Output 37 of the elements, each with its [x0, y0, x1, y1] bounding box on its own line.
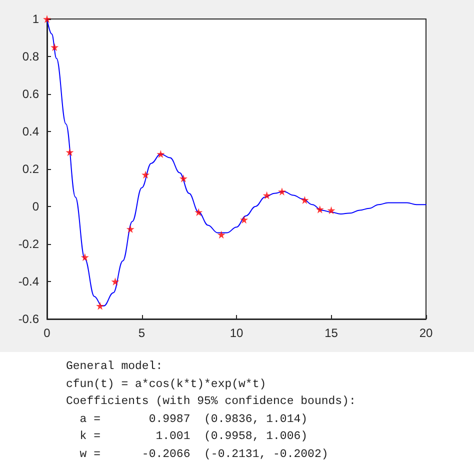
point [142, 170, 150, 179]
point [327, 206, 336, 214]
text: w = -0.2066 (-0.2131, -0.2002) [78, 446, 330, 462]
y-tick-label: -0.4 [18, 274, 40, 288]
point [50, 43, 59, 52]
point [278, 188, 286, 196]
text: cfun(t) = a*cos(k*t)*exp(w*t) [66, 376, 268, 392]
y-tick-label: 0.8 [22, 50, 40, 64]
x-tick-label: 15 [324, 326, 338, 340]
x-tick-label: 10 [230, 326, 244, 340]
point [217, 230, 226, 239]
point [194, 208, 203, 216]
point [316, 205, 324, 214]
point [262, 191, 271, 200]
y-tick-label: 0.2 [22, 162, 40, 176]
y-tick-label: -0.2 [18, 237, 40, 251]
point [179, 174, 188, 182]
x-tick-label: 5 [138, 326, 146, 340]
point [156, 150, 165, 158]
point [300, 196, 309, 204]
y-tick-label: -0.6 [18, 312, 40, 326]
point [111, 278, 120, 286]
point [80, 253, 89, 262]
point [126, 225, 134, 233]
y-tick-label: 0.4 [22, 124, 40, 138]
text: k = 1.001 (0.9958, 1.006) [78, 429, 309, 445]
x-tick-label: 0 [44, 326, 51, 340]
point [240, 216, 248, 224]
x-tick-label: 20 [419, 326, 433, 340]
text: a = 0.9987 (0.9836, 1.014) [78, 412, 309, 428]
y-tick-label: 1 [32, 12, 40, 26]
point [96, 302, 104, 310]
text: General model: [66, 359, 164, 375]
y-tick-label: 0.6 [22, 87, 40, 101]
point [66, 148, 74, 156]
y-tick-label: 0 [32, 200, 40, 214]
text: Coefficients (with 95% confidence bounds): [66, 394, 357, 410]
